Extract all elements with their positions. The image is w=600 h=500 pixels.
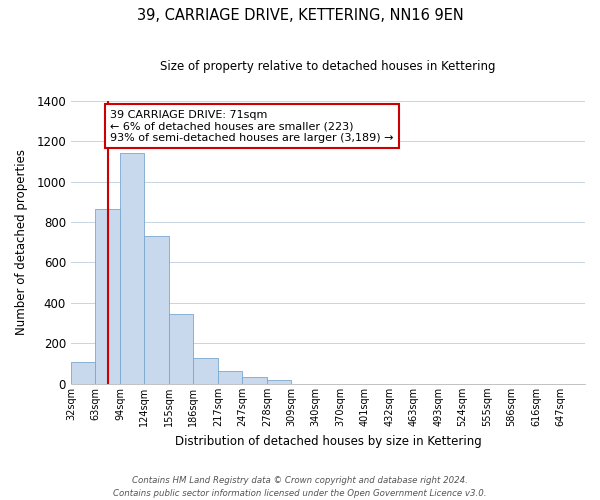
- Title: Size of property relative to detached houses in Kettering: Size of property relative to detached ho…: [160, 60, 496, 73]
- Bar: [120, 153, 145, 384]
- X-axis label: Distribution of detached houses by size in Kettering: Distribution of detached houses by size …: [175, 434, 481, 448]
- Bar: [71, 362, 95, 384]
- Bar: [242, 378, 267, 384]
- Bar: [169, 314, 193, 384]
- Text: Contains HM Land Registry data © Crown copyright and database right 2024.
Contai: Contains HM Land Registry data © Crown c…: [113, 476, 487, 498]
- Bar: [193, 358, 218, 384]
- Bar: [95, 210, 120, 384]
- Bar: [267, 380, 291, 384]
- Bar: [218, 372, 242, 384]
- Y-axis label: Number of detached properties: Number of detached properties: [15, 149, 28, 335]
- Text: 39, CARRIAGE DRIVE, KETTERING, NN16 9EN: 39, CARRIAGE DRIVE, KETTERING, NN16 9EN: [137, 8, 463, 22]
- Bar: [145, 236, 169, 384]
- Text: 39 CARRIAGE DRIVE: 71sqm
← 6% of detached houses are smaller (223)
93% of semi-d: 39 CARRIAGE DRIVE: 71sqm ← 6% of detache…: [110, 110, 394, 143]
